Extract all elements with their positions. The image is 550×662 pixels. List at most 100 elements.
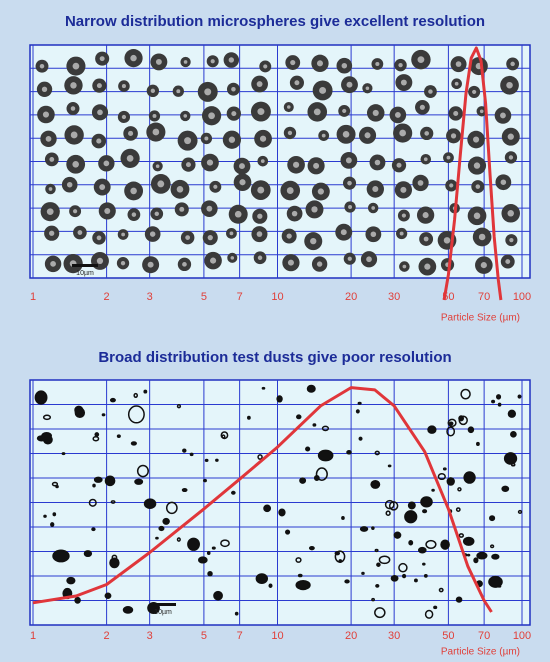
dust-particle: [358, 436, 363, 441]
x-tick-label: 7: [237, 291, 243, 303]
microsphere-center: [455, 61, 462, 67]
dust-particle: [182, 448, 187, 453]
microsphere-center: [423, 236, 429, 242]
microsphere-center: [42, 111, 50, 118]
microsphere-center: [70, 82, 77, 89]
dust-particle: [446, 477, 455, 486]
microsphere-center: [286, 233, 292, 239]
dust-particle: [176, 537, 181, 542]
x-tick-label: 10: [271, 291, 283, 303]
microsphere-center: [417, 56, 425, 64]
dust-particle: [74, 405, 84, 415]
microsphere-center: [45, 135, 52, 142]
microsphere-center: [293, 161, 300, 168]
dust-particle: [220, 539, 230, 548]
x-tick-label: 20: [345, 630, 357, 642]
microsphere-center: [450, 133, 457, 139]
microsphere-center: [345, 157, 352, 164]
dust-particle: [234, 611, 239, 616]
microsphere-center: [394, 112, 401, 118]
microsphere-center: [206, 159, 214, 166]
microsphere-center: [176, 89, 181, 94]
microsphere-center: [287, 105, 291, 109]
microsphere-center: [473, 136, 480, 143]
microsphere-center: [234, 210, 242, 218]
dust-particle: [355, 409, 360, 414]
microsphere-center: [342, 130, 350, 138]
microsphere-center: [419, 104, 425, 110]
microsphere-center: [422, 212, 429, 219]
microsphere-center: [375, 61, 380, 67]
dust-particle: [378, 555, 391, 565]
x-tick-label: 70: [478, 630, 490, 642]
dust-particle: [420, 496, 433, 508]
dust-particle: [473, 557, 479, 564]
dust-particle: [431, 488, 435, 492]
dust-particle: [268, 583, 273, 588]
dust-particle: [110, 500, 116, 504]
microsphere-center: [424, 263, 431, 270]
dust-particle: [393, 531, 402, 539]
microsphere-center: [475, 184, 481, 189]
microsphere-center: [228, 57, 235, 63]
dust-particle: [197, 556, 208, 564]
microsphere-center: [66, 182, 73, 188]
microsphere-center: [453, 110, 459, 116]
scale-label: 10µm: [154, 609, 172, 616]
microsphere-center: [317, 188, 324, 195]
dust-particle: [418, 546, 427, 554]
dust-particle: [312, 423, 317, 427]
dust-particle: [344, 579, 350, 584]
microsphere-center: [121, 232, 126, 237]
microsphere-center: [131, 212, 137, 217]
dust-particle: [104, 592, 112, 599]
microsphere-center: [313, 162, 320, 169]
x-tick-label: 5: [201, 630, 207, 642]
distribution-curve: [32, 386, 493, 613]
dust-particle: [92, 483, 96, 488]
microsphere-center: [401, 213, 406, 218]
microsphere-center: [443, 237, 451, 244]
dust-particle: [517, 509, 523, 514]
x-axis-label: Particle Size (µm): [441, 313, 520, 324]
dust-particle: [206, 550, 211, 555]
microsphere-center: [154, 211, 159, 217]
x-tick-label: 50: [442, 630, 454, 642]
dust-particle: [305, 446, 311, 452]
dust-particle: [93, 476, 103, 483]
dust-particle: [211, 546, 216, 550]
dust-particle: [94, 432, 100, 437]
dust-particle: [467, 426, 475, 434]
dust-particle: [398, 562, 408, 573]
dust-particle: [438, 587, 444, 593]
chart-title: Broad distribution test dusts give poor …: [98, 349, 451, 366]
dust-particle: [313, 474, 320, 482]
dust-particle: [455, 596, 463, 603]
microsphere-center: [398, 62, 403, 68]
microsphere-center: [229, 231, 234, 236]
microsphere-center: [50, 261, 56, 267]
microsphere-center: [48, 187, 53, 191]
microsphere-center: [374, 159, 381, 166]
dust-particle: [215, 458, 219, 462]
microsphere-center: [41, 86, 48, 92]
microsphere-center: [155, 58, 162, 65]
microsphere-center: [478, 233, 486, 241]
microsphere-center: [507, 210, 514, 217]
dust-particle: [66, 576, 76, 585]
microsphere-center: [396, 162, 402, 168]
dust-particle: [213, 590, 223, 601]
dust-particle: [306, 384, 316, 393]
dust-particle: [374, 607, 386, 619]
microsphere-center: [510, 61, 515, 67]
dust-particle: [181, 487, 188, 493]
microsphere-center: [259, 135, 267, 142]
microsphere-center: [96, 83, 102, 89]
microsphere-center: [473, 162, 481, 169]
dust-particle: [390, 575, 399, 582]
dust-particle: [455, 507, 461, 512]
dust-particle: [276, 395, 283, 403]
microsphere-center: [157, 180, 165, 188]
microsphere-center: [472, 89, 477, 95]
scale-bar: [150, 603, 176, 606]
